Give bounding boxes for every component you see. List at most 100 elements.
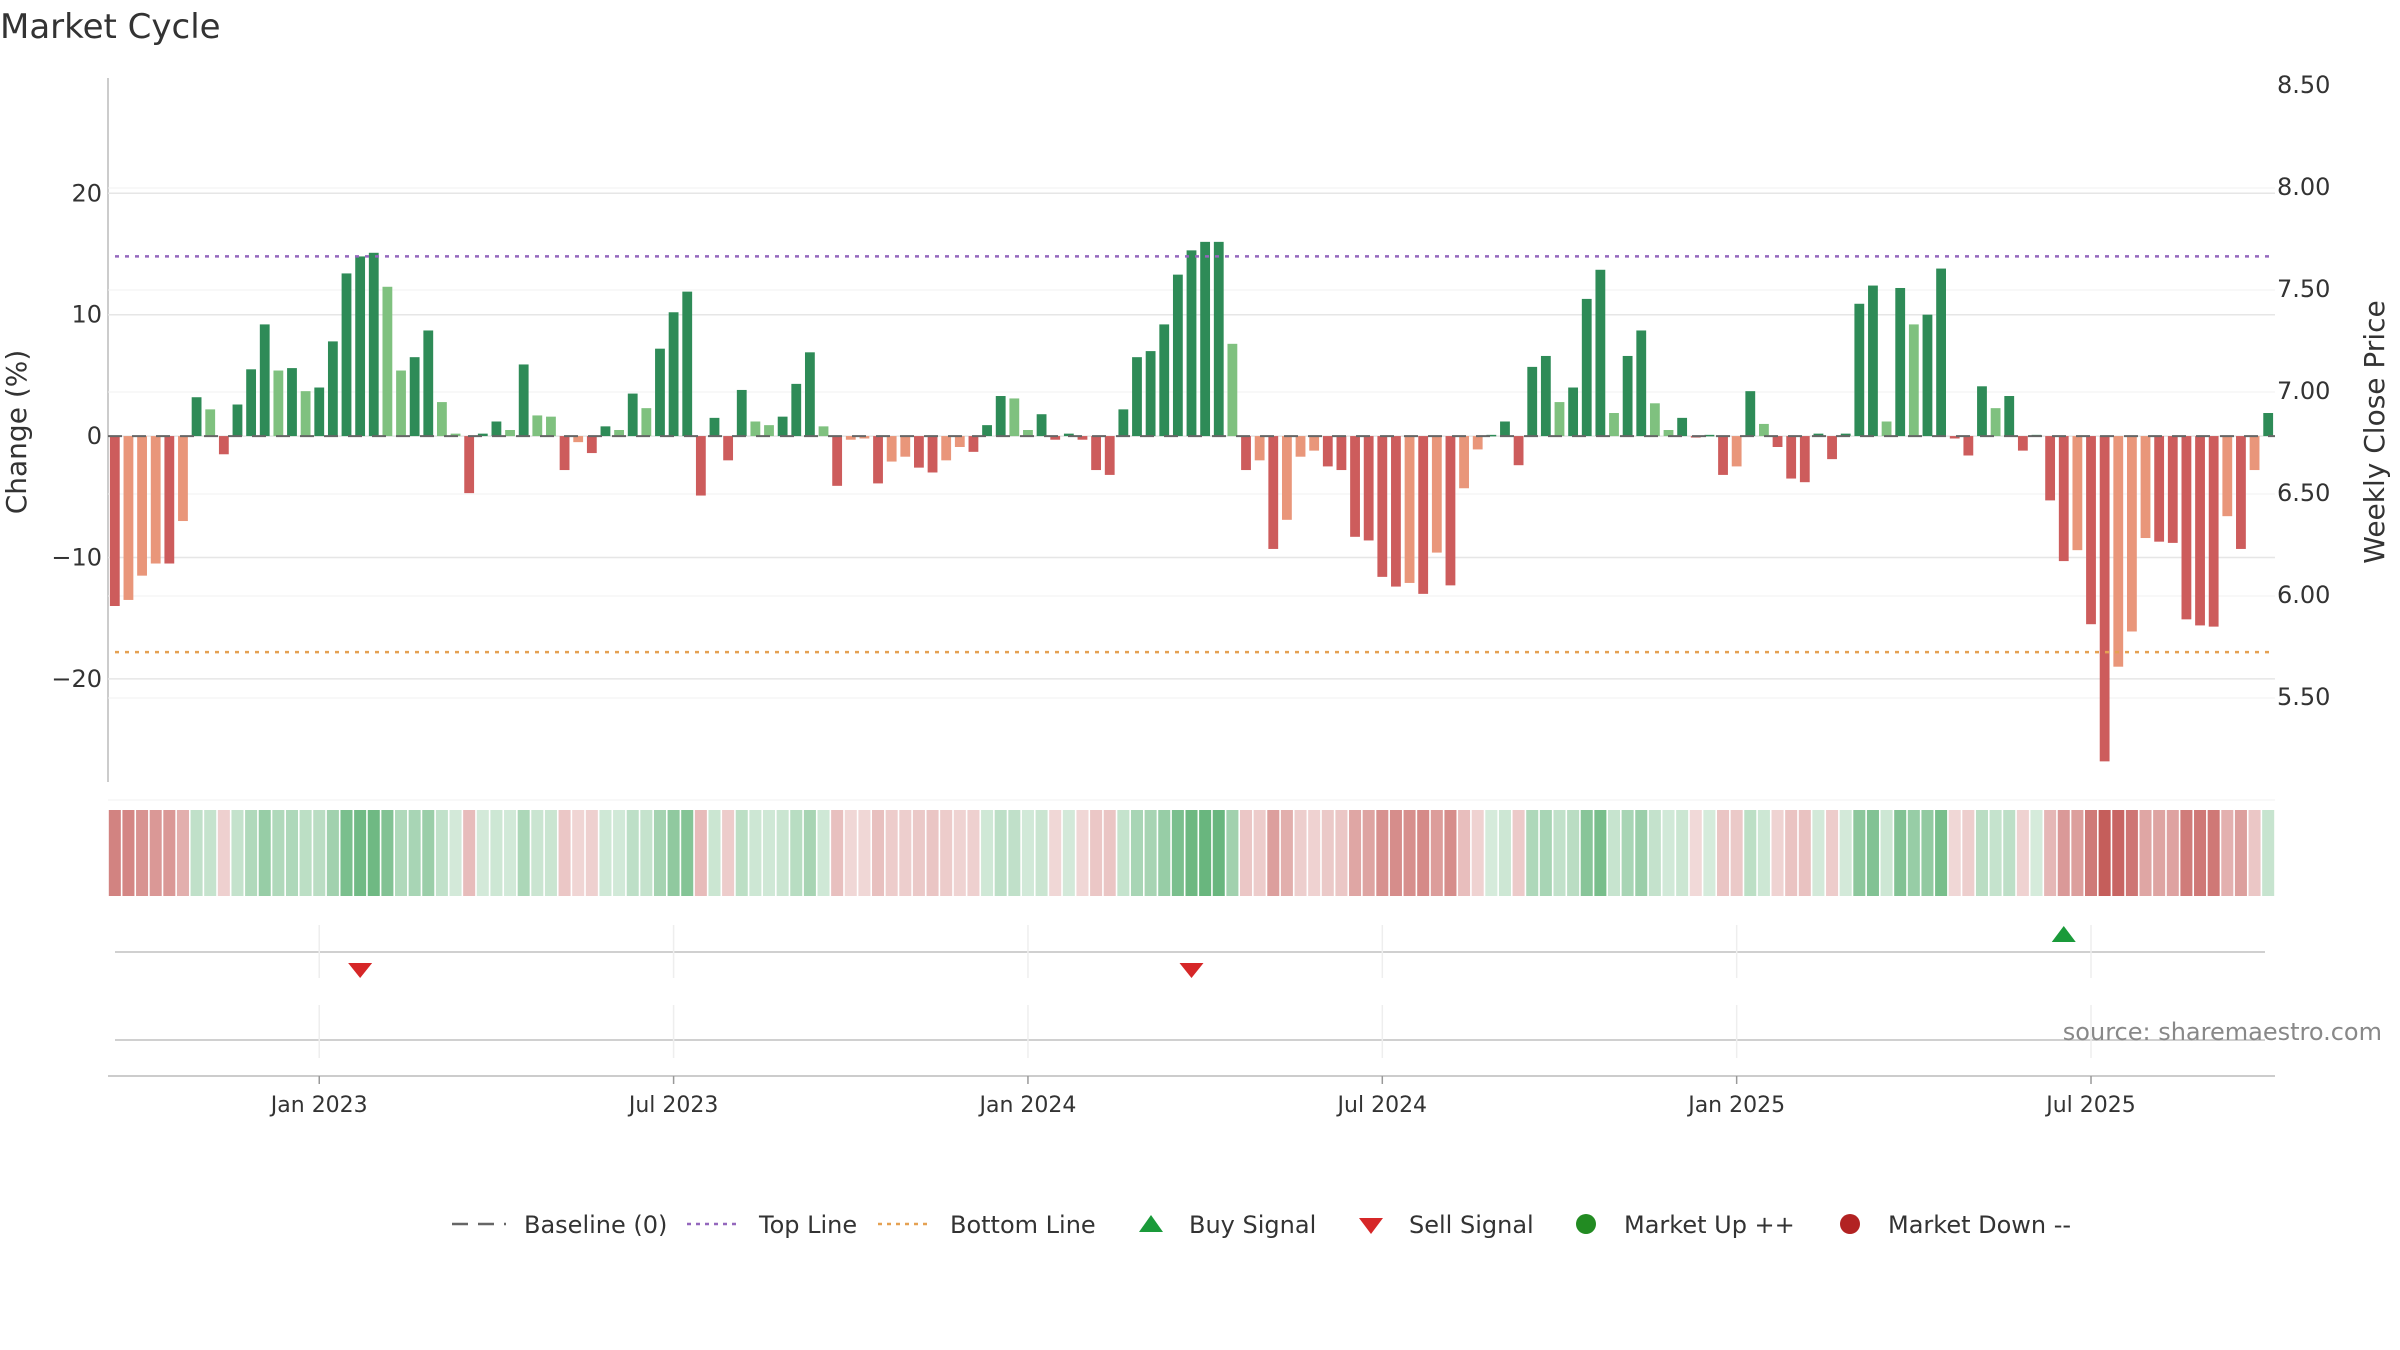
heat-cell — [354, 810, 367, 896]
right-tick-label: 7.50 — [2277, 275, 2330, 303]
change-bar — [859, 436, 870, 439]
heat-cell — [2030, 810, 2043, 896]
change-bar — [1200, 241, 1211, 437]
change-bar — [218, 436, 229, 455]
change-bar — [2086, 436, 2096, 625]
heat-cell — [1717, 810, 1730, 896]
heat-cell — [1240, 810, 1253, 896]
heat-cell — [2125, 810, 2138, 896]
heat-cell — [1335, 810, 1348, 896]
heat-cell — [967, 810, 980, 896]
heat-cell — [1676, 810, 1689, 896]
change-bar — [2195, 436, 2205, 626]
change-bar — [314, 387, 325, 437]
heat-cell — [1253, 810, 1266, 896]
change-bar — [1827, 436, 1837, 460]
change-bar — [668, 312, 679, 437]
change-bar — [246, 369, 257, 437]
change-bar — [505, 430, 515, 437]
heat-cell — [1471, 810, 1484, 896]
heat-cell — [735, 810, 748, 896]
change-bar — [2072, 436, 2083, 551]
heat-cell — [108, 810, 121, 896]
change-bar — [995, 396, 1006, 437]
change-bar — [1063, 433, 1074, 437]
legend-sell-icon — [1359, 1218, 1383, 1234]
heat-cell — [599, 810, 612, 896]
change-bar — [2113, 436, 2124, 667]
change-bar — [614, 430, 624, 437]
heat-cell — [204, 810, 217, 896]
change-bar — [1908, 324, 1919, 437]
change-bar — [341, 273, 352, 437]
heat-cell — [217, 810, 230, 896]
heat-cell — [231, 810, 244, 896]
heat-cell — [1907, 810, 1920, 896]
change-bar — [1895, 287, 1906, 437]
heat-cell — [694, 810, 707, 896]
signal-row — [115, 925, 2265, 1058]
change-bar — [1431, 436, 1442, 553]
change-bar — [1554, 402, 1565, 437]
change-bar — [832, 436, 843, 486]
change-bar — [559, 436, 570, 471]
heat-cell — [1553, 810, 1566, 896]
change-bar — [586, 436, 597, 454]
legend-label: Baseline (0) — [524, 1211, 667, 1239]
heat-cell — [1049, 810, 1062, 896]
heat-cell — [2003, 810, 2016, 896]
change-bar — [1540, 355, 1551, 437]
left-tick-label: 10 — [71, 301, 102, 329]
right-axis-title: Weekly Close Price — [2358, 300, 2391, 563]
change-bar — [232, 404, 243, 437]
heat-cell — [1853, 810, 1866, 896]
change-bar — [1132, 357, 1142, 437]
heat-cell — [435, 810, 448, 896]
heat-cell — [272, 810, 285, 896]
change-bar — [287, 368, 297, 437]
change-bar — [1718, 436, 1728, 475]
heat-cell — [613, 810, 626, 896]
change-bar — [600, 426, 611, 437]
heat-cell — [831, 810, 844, 896]
heat-cell — [1417, 810, 1430, 896]
heat-cell — [1376, 810, 1389, 896]
change-bar — [1636, 330, 1647, 437]
heat-cell — [122, 810, 135, 896]
right-tick-label: 6.00 — [2277, 581, 2330, 609]
change-bar — [2058, 436, 2069, 562]
change-bar — [1704, 434, 1715, 437]
change-bar — [873, 436, 883, 484]
heat-cell — [1308, 810, 1321, 896]
heat-cell — [1485, 810, 1498, 896]
heat-cell — [1444, 810, 1457, 896]
heat-cell — [408, 810, 421, 896]
heat-cell — [1144, 810, 1157, 896]
change-bar — [1977, 386, 1987, 437]
change-bar — [273, 370, 284, 437]
change-bar — [1513, 436, 1524, 466]
change-bar — [927, 436, 938, 473]
right-tick-label: 6.50 — [2277, 479, 2330, 507]
heat-cell — [1580, 810, 1593, 896]
heat-cell — [449, 810, 462, 896]
heat-cell — [340, 810, 353, 896]
change-bar — [2099, 436, 2110, 762]
heat-cell — [1648, 810, 1661, 896]
change-bar — [368, 252, 379, 437]
change-bar — [1745, 391, 1756, 437]
x-tick-label: Jan 2025 — [1686, 1093, 1785, 1118]
change-bar — [1840, 433, 1851, 437]
change-bar — [491, 421, 502, 437]
heat-cell — [544, 810, 557, 896]
heat-cell — [2016, 810, 2029, 896]
heat-cell — [1130, 810, 1143, 896]
change-bar — [2004, 396, 2015, 437]
heat-cell — [1812, 810, 1825, 896]
change-bar — [1254, 436, 1265, 461]
heat-cell — [367, 810, 380, 896]
buy-signal-marker — [2051, 926, 2076, 942]
legend-market-up-icon — [1576, 1214, 1596, 1234]
change-bar — [2208, 436, 2219, 627]
change-bar — [723, 436, 734, 461]
